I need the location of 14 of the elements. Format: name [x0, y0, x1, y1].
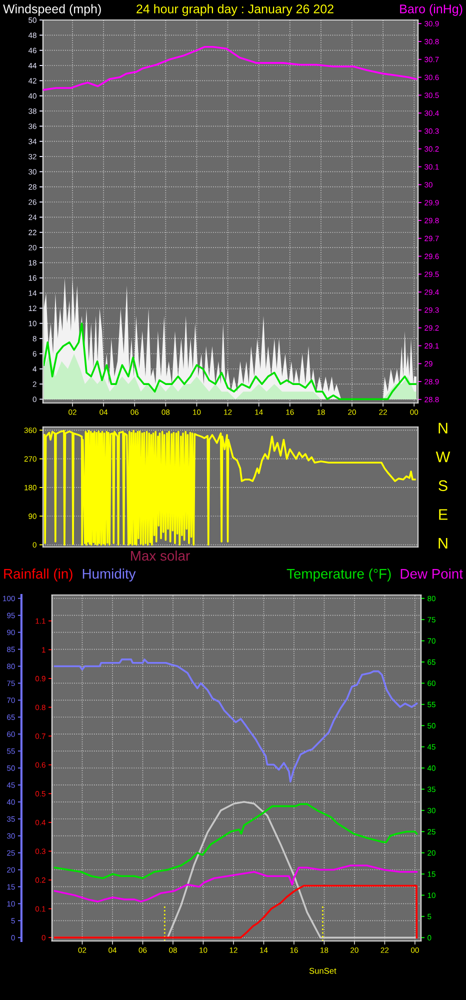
text: N — [438, 422, 448, 434]
text: Rainfall (in) — [4, 568, 72, 582]
text: W — [436, 452, 450, 462]
text: S — [438, 480, 448, 492]
y2-axis-title: Baro (inHg) — [400, 4, 462, 16]
text: Dew Point — [400, 568, 463, 579]
text: E — [439, 509, 448, 520]
text: Humidity — [82, 568, 136, 582]
ref-line-label: SunSet — [309, 968, 336, 974]
text: Max solar — [131, 550, 190, 561]
text: Temperature (°F) — [286, 568, 391, 582]
text: N — [438, 538, 448, 549]
chart-title: 24 hour graph day : January 26 202 — [136, 4, 334, 16]
y-axis-title: Windspeed (mph) — [3, 4, 101, 16]
